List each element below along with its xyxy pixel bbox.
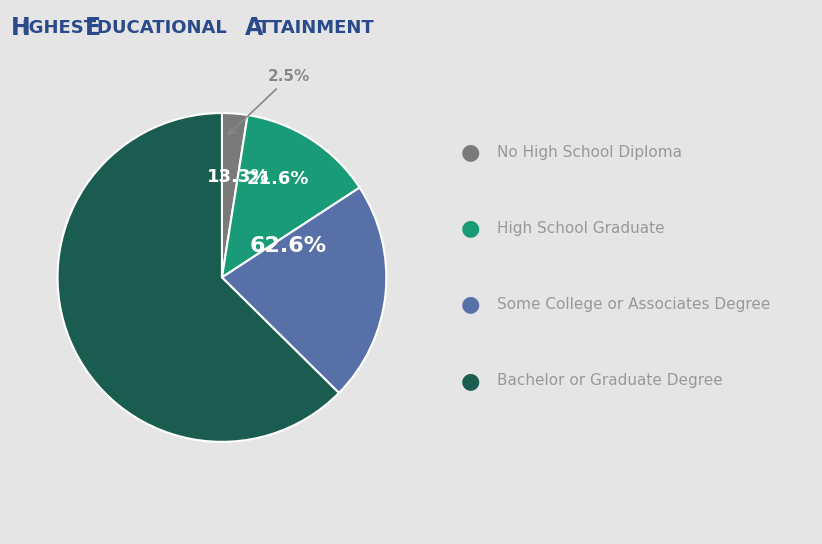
Text: TTAINMENT: TTAINMENT	[258, 19, 375, 37]
Text: Bachelor or Graduate Degree: Bachelor or Graduate Degree	[497, 373, 723, 388]
Text: DUCATIONAL: DUCATIONAL	[97, 19, 233, 37]
Wedge shape	[222, 188, 386, 393]
Text: 2.5%: 2.5%	[229, 70, 310, 134]
Wedge shape	[58, 113, 339, 442]
Text: IGHEST: IGHEST	[22, 19, 103, 37]
Text: 62.6%: 62.6%	[250, 237, 327, 256]
Text: E: E	[85, 16, 101, 40]
Text: 13.3%: 13.3%	[207, 168, 270, 186]
Text: ●: ●	[460, 143, 480, 162]
Text: ●: ●	[460, 219, 480, 238]
Text: A: A	[245, 16, 263, 40]
Text: High School Graduate: High School Graduate	[497, 221, 665, 236]
Text: H: H	[11, 16, 30, 40]
Text: ●: ●	[460, 371, 480, 391]
Wedge shape	[222, 115, 360, 277]
Text: 21.6%: 21.6%	[247, 170, 309, 188]
Wedge shape	[222, 113, 247, 277]
Text: No High School Diploma: No High School Diploma	[497, 145, 682, 160]
Text: ●: ●	[460, 295, 480, 314]
Text: Some College or Associates Degree: Some College or Associates Degree	[497, 297, 771, 312]
